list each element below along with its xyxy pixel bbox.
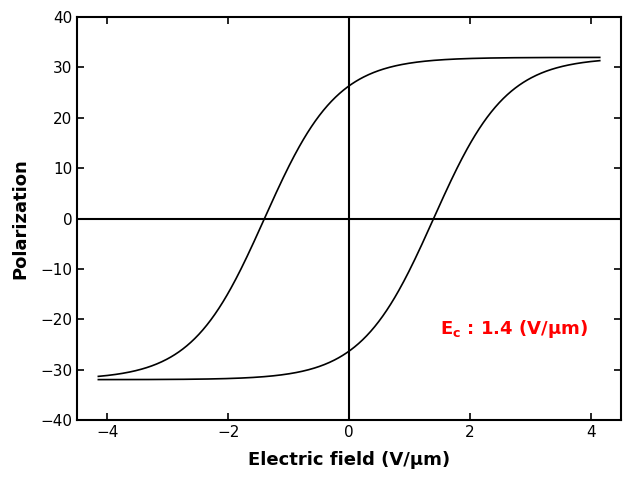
Text: $\mathbf{E_c}$ : 1.4 (V/μm): $\mathbf{E_c}$ : 1.4 (V/μm) — [440, 318, 588, 340]
Y-axis label: Polarization: Polarization — [11, 158, 29, 279]
X-axis label: Electric field (V/μm): Electric field (V/μm) — [248, 451, 450, 469]
